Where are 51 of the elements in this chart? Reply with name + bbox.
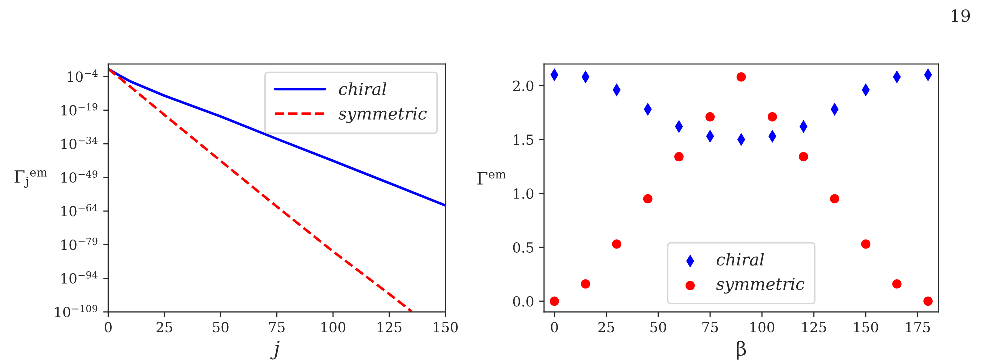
- y-axis-title: Γ$_{j}$$^{em}$: [14, 170, 48, 188]
- y-tick-label: 2.0: [513, 80, 534, 92]
- line-series: [108, 68, 446, 208]
- x-axis-title: β: [737, 340, 746, 360]
- point: [736, 72, 746, 82]
- y-tick-label: 10$^{−19}$: [62, 103, 98, 116]
- point: [706, 112, 715, 122]
- x-tick-label: 175: [906, 322, 930, 333]
- text: 19: [952, 10, 970, 22]
- x-tick-label: 150: [434, 322, 458, 333]
- y-tick-label: 10$^{−4}$: [68, 70, 98, 82]
- x-tick-label: 50: [213, 322, 229, 333]
- y-axis-title: Γ$^{em}$: [478, 172, 506, 185]
- x-tick-label: 100: [322, 322, 346, 333]
- point: [799, 152, 808, 162]
- point: [581, 279, 590, 289]
- y-tick-label: 10$^{−109}$: [55, 305, 98, 318]
- x-tick-label: 75: [269, 322, 285, 333]
- point: [830, 194, 840, 204]
- y-tick-label: 10$^{−94}$: [62, 271, 98, 284]
- x-axis-title: j: [270, 341, 280, 360]
- point: [924, 296, 933, 306]
- legend-label: chiral: [716, 253, 764, 266]
- y-tick-label: 1.5: [514, 134, 534, 146]
- point: [643, 194, 653, 204]
- x-tick-label: 125: [378, 322, 402, 333]
- y-tick-label: 10$^{−49}$: [62, 170, 98, 184]
- point: [892, 279, 902, 289]
- legend-label: symmetric: [716, 278, 805, 294]
- x-tick-label: 0: [551, 322, 558, 333]
- y-tick-label: 0.5: [513, 242, 534, 253]
- x-tick-label: 25: [598, 322, 614, 333]
- point: [768, 112, 778, 122]
- point: [674, 152, 684, 162]
- legend-label: chiral: [339, 82, 387, 96]
- y-tick-label: 10$^{−34}$: [62, 136, 98, 150]
- y-tick-label: 0.0: [513, 296, 534, 307]
- x-tick-label: 50: [650, 322, 666, 333]
- point: [550, 296, 560, 306]
- legend-label: symmetric: [338, 107, 428, 124]
- x-tick-label: 25: [156, 322, 172, 333]
- x-tick-label: 100: [750, 322, 775, 333]
- y-tick-label: 10$^{−79}$: [62, 238, 98, 250]
- point: [861, 240, 871, 249]
- x-tick-label: 125: [802, 322, 826, 333]
- y-tick-label: 10$^{−64}$: [62, 204, 98, 217]
- x-tick-label: 150: [854, 322, 878, 333]
- x-tick-label: 0: [104, 322, 112, 333]
- point: [612, 240, 622, 249]
- y-tick-label: 1.0: [514, 188, 534, 200]
- x-tick-label: 75: [702, 322, 718, 333]
